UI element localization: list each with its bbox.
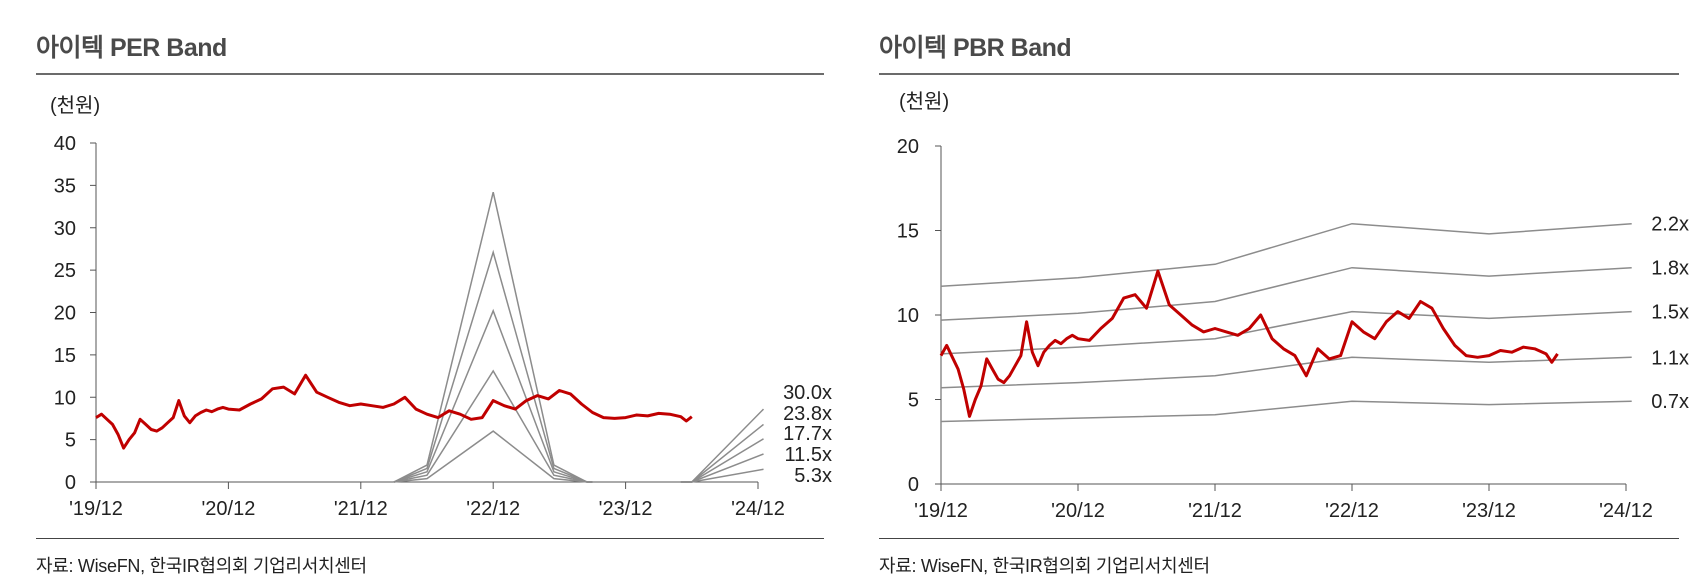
band-label: 30.0x	[783, 382, 832, 404]
source-rule	[879, 538, 1679, 539]
y-axis-unit-label: (천원)	[50, 94, 100, 117]
band-line-17.7x	[680, 438, 764, 483]
x-tick-label: '24/12	[731, 498, 785, 520]
x-tick-label: '23/12	[1462, 500, 1516, 522]
y-tick-label: 10	[897, 305, 919, 327]
band-line-11.5x	[393, 369, 593, 483]
band-label: 0.7x	[1651, 391, 1689, 413]
band-line-2.2x	[940, 222, 1632, 288]
per-band-panel: 아이텍 PER Band (천원) 0 5 10 15 20 25 30 35 40 '19/12 '…	[0, 0, 840, 584]
band-label: 1.8x	[1651, 258, 1689, 280]
y-tick-label: 20	[54, 303, 76, 325]
price-line	[95, 373, 693, 450]
x-tick-label: '19/12	[69, 498, 123, 520]
y-tick-label: 20	[897, 136, 919, 158]
pbr-band-panel: 아이텍 PBR Band (천원) 0 5 10 15 20 '19/12 '20/12 '21…	[849, 0, 1699, 584]
per-band-chart: (천원) 0 5 10 15 20 25 30 35 40 '19/12 '20/12 '21/12 '2…	[50, 94, 832, 520]
band-line-0.7x	[940, 400, 1632, 423]
y-tick-label: 0	[65, 472, 76, 494]
band-line-1.8x	[940, 266, 1632, 321]
y-tick-label: 5	[65, 430, 76, 452]
y-tick-label: 5	[908, 390, 919, 412]
band-label: 5.3x	[794, 465, 832, 487]
source-rule	[36, 538, 824, 539]
y-tick-label: 15	[54, 345, 76, 367]
source-note: 자료: WiseFN, 한국IR협의회 기업리서치센터	[879, 556, 1210, 576]
band-line-5.3x	[680, 468, 764, 483]
x-tick-label: '24/12	[1599, 500, 1653, 522]
y-tick-label: 40	[54, 133, 76, 155]
y-axis-unit-label: (천원)	[899, 90, 949, 113]
band-line-1.1x	[940, 356, 1632, 389]
title-rule	[36, 73, 824, 75]
pbr-band-chart: (천원) 0 5 10 15 20 '19/12 '20/12 '21/12 '22/12 '23/…	[897, 90, 1689, 522]
source-note: 자료: WiseFN, 한국IR협의회 기업리서치센터	[36, 556, 367, 576]
y-tick-label: 10	[54, 387, 76, 409]
x-tick-label: '19/12	[914, 500, 968, 522]
band-line-23.8x	[393, 249, 593, 483]
title-rule	[879, 73, 1679, 75]
band-label: 1.1x	[1651, 347, 1689, 369]
band-label: 23.8x	[783, 403, 832, 425]
band-label: 1.5x	[1651, 302, 1689, 324]
band-line-30.0x	[393, 192, 593, 483]
panel-title: 아이텍 PER Band	[36, 34, 227, 62]
band-line-1.5x	[940, 310, 1632, 355]
x-tick-label: '20/12	[1051, 500, 1105, 522]
y-tick-label: 15	[897, 221, 919, 243]
x-tick-label: '23/12	[599, 498, 653, 520]
band-label: 2.2x	[1651, 214, 1689, 236]
band-label: 17.7x	[783, 423, 832, 445]
x-tick-label: '21/12	[334, 498, 388, 520]
y-tick-label: 30	[54, 218, 76, 240]
y-tick-label: 0	[908, 474, 919, 496]
band-line-23.8x	[680, 423, 764, 483]
y-tick-label: 35	[54, 175, 76, 197]
y-tick-label: 25	[54, 260, 76, 282]
x-tick-label: '20/12	[201, 498, 255, 520]
x-tick-label: '21/12	[1188, 500, 1242, 522]
panel-title: 아이텍 PBR Band	[879, 34, 1072, 62]
band-line-5.3x	[393, 430, 593, 483]
band-label: 11.5x	[785, 444, 832, 466]
x-tick-label: '22/12	[466, 498, 520, 520]
price-line	[939, 269, 1559, 418]
band-line-17.7x	[393, 308, 593, 483]
x-tick-label: '22/12	[1325, 500, 1379, 522]
